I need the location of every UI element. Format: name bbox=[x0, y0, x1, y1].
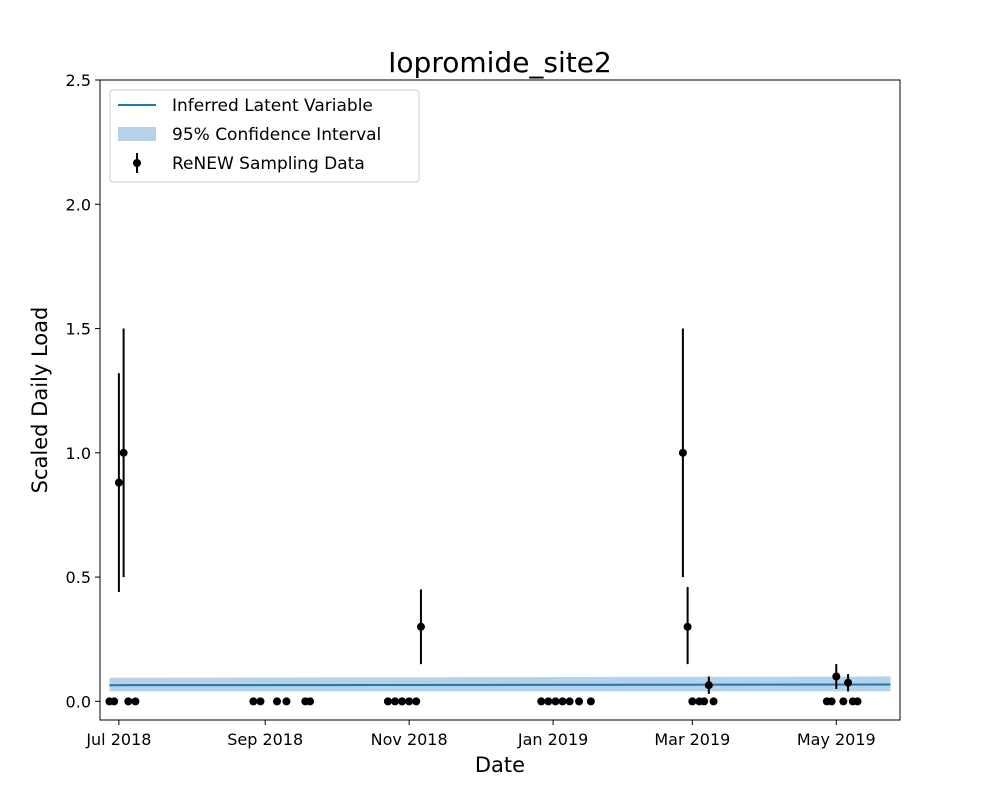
sampling-point bbox=[678, 448, 687, 457]
chart-title: Iopromide_site2 bbox=[388, 46, 612, 79]
y-axis-label: Scaled Daily Load bbox=[28, 307, 52, 494]
sampling-point bbox=[272, 697, 281, 706]
y-tick-label: 0.5 bbox=[66, 568, 91, 587]
sampling-point bbox=[383, 697, 392, 706]
latent-variable-line bbox=[109, 683, 891, 687]
legend-sampling-marker-swatch bbox=[133, 159, 141, 167]
sampling-point bbox=[398, 697, 407, 706]
sampling-point bbox=[131, 697, 140, 706]
sampling-point bbox=[853, 697, 862, 706]
x-tick-label: Jan 2019 bbox=[517, 730, 588, 749]
sampling-point bbox=[688, 697, 697, 706]
sampling-point bbox=[256, 697, 265, 706]
sampling-point bbox=[586, 697, 595, 706]
sampling-point bbox=[832, 672, 841, 681]
sampling-point bbox=[700, 697, 709, 706]
sampling-point bbox=[114, 478, 123, 487]
sampling-point bbox=[537, 697, 546, 706]
sampling-point bbox=[565, 697, 574, 706]
axes-frame bbox=[99, 79, 901, 721]
y-tick-label: 0.0 bbox=[66, 692, 91, 711]
sampling-point bbox=[551, 697, 560, 706]
sampling-point bbox=[575, 697, 584, 706]
legend-confidence-swatch bbox=[118, 127, 156, 141]
y-tick-label: 2.0 bbox=[66, 195, 91, 214]
sampling-point bbox=[544, 697, 553, 706]
sampling-point bbox=[709, 697, 718, 706]
x-tick-label: Nov 2018 bbox=[371, 730, 448, 749]
sampling-point bbox=[416, 622, 425, 631]
x-tick-label: Mar 2019 bbox=[654, 730, 730, 749]
x-tick-label: May 2019 bbox=[797, 730, 876, 749]
sampling-point bbox=[683, 622, 692, 631]
x-tick-label: Sep 2018 bbox=[227, 730, 303, 749]
sampling-point bbox=[282, 697, 291, 706]
sampling-point bbox=[704, 681, 713, 690]
sampling-point bbox=[390, 697, 399, 706]
sampling-point bbox=[110, 697, 119, 706]
sampling-point bbox=[306, 697, 315, 706]
legend-frame bbox=[109, 89, 420, 183]
y-tick-label: 1.0 bbox=[66, 444, 91, 463]
x-tick-label: Jul 2018 bbox=[85, 730, 151, 749]
legend: Inferred Latent Variable 95% Confidence … bbox=[109, 89, 420, 183]
sampling-point bbox=[827, 697, 836, 706]
sampling-point bbox=[119, 448, 128, 457]
x-axis-label: Date bbox=[475, 753, 525, 777]
sampling-point bbox=[839, 697, 848, 706]
sampling-point bbox=[558, 697, 567, 706]
legend-sampling-label: ReNEW Sampling Data bbox=[172, 154, 365, 174]
y-tick-label: 1.5 bbox=[66, 320, 91, 339]
sampling-point bbox=[124, 697, 133, 706]
legend-latent-label: Inferred Latent Variable bbox=[172, 96, 373, 116]
y-tick-label: 2.5 bbox=[66, 71, 91, 90]
sampling-point bbox=[405, 697, 414, 706]
sampling-point bbox=[412, 697, 421, 706]
sampling-point bbox=[844, 678, 853, 687]
sampling-point bbox=[249, 697, 258, 706]
plot-area: 0.0 0.5 1.0 1.5 2.0 2.5 Jul 2018 Sep 2018 Nov 20… bbox=[66, 71, 901, 749]
legend-confidence-label: 95% Confidence Interval bbox=[172, 125, 381, 145]
